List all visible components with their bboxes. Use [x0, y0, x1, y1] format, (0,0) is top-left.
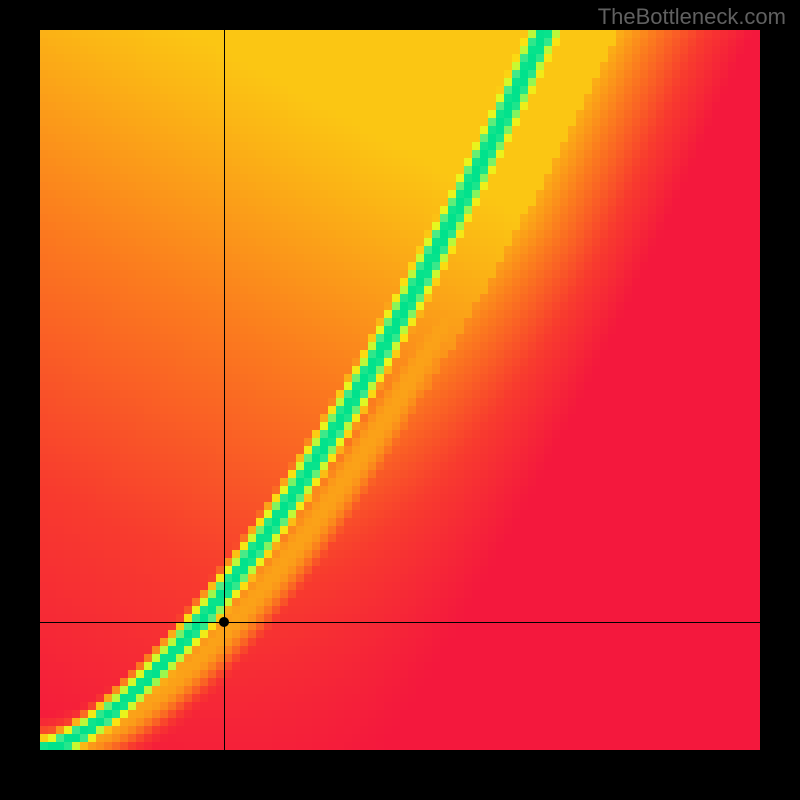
watermark-text: TheBottleneck.com [598, 4, 786, 30]
crosshair-vertical [224, 30, 225, 750]
bottleneck-heatmap-container: TheBottleneck.com [0, 0, 800, 800]
crosshair-marker [219, 617, 229, 627]
crosshair-horizontal [40, 622, 760, 623]
heatmap-canvas [40, 30, 760, 750]
heatmap-plot-area [40, 30, 760, 750]
